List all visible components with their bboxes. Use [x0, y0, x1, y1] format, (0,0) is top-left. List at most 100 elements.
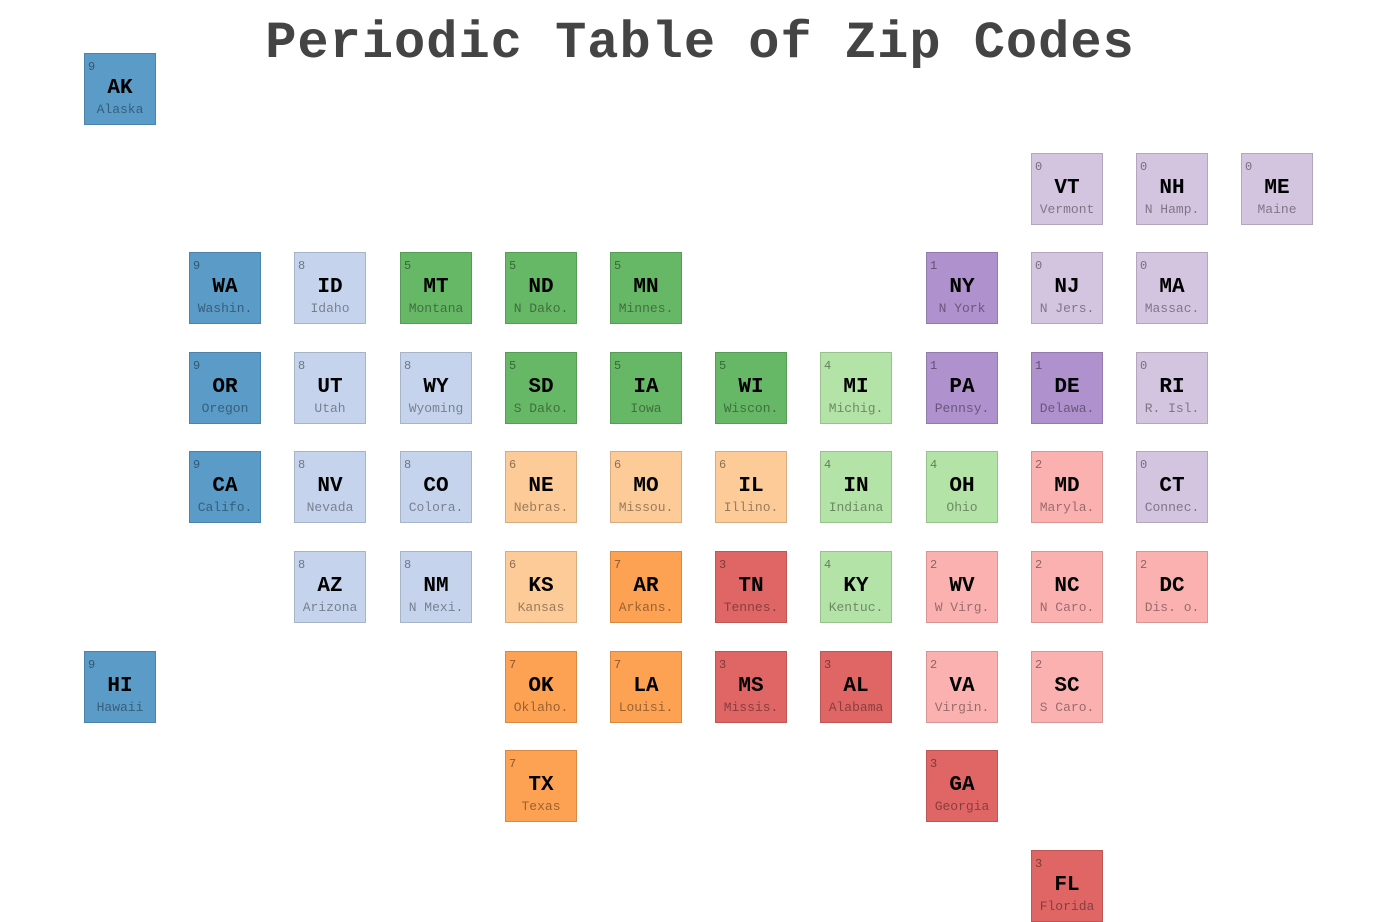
state-tile-vt: 0 VT Vermont: [1031, 153, 1103, 225]
state-name: Illino.: [723, 500, 779, 515]
state-abbreviation: SC: [1054, 675, 1080, 698]
zip-prefix-label: 3: [719, 558, 727, 572]
state-abbreviation: MA: [1159, 276, 1185, 299]
zip-prefix-label: 2: [1035, 558, 1043, 572]
state-tile-de: 1 DE Delawa.: [1031, 352, 1103, 424]
state-name: Virgin.: [934, 700, 990, 715]
state-tile-co: 8 CO Colora.: [400, 451, 472, 523]
state-tile-ia: 5 IA Iowa: [610, 352, 682, 424]
state-abbreviation: OR: [212, 376, 238, 399]
state-name: Ohio: [946, 500, 978, 515]
state-abbreviation: ND: [528, 276, 554, 299]
state-tile-mn: 5 MN Minnes.: [610, 252, 682, 324]
state-tile-ks: 6 KS Kansas: [505, 551, 577, 623]
state-tile-ak: 9 AK Alaska: [84, 53, 156, 125]
state-tile-wy: 8 WY Wyoming: [400, 352, 472, 424]
zip-prefix-label: 3: [1035, 857, 1043, 871]
zip-prefix-label: 2: [1035, 458, 1043, 472]
zip-prefix-label: 9: [88, 658, 96, 672]
state-tile-ne: 6 NE Nebras.: [505, 451, 577, 523]
zip-prefix-label: 6: [719, 458, 727, 472]
state-name: Alabama: [828, 700, 884, 715]
state-name: Massac.: [1144, 301, 1200, 316]
state-abbreviation: WA: [212, 276, 238, 299]
state-tile-oh: 4 OH Ohio: [926, 451, 998, 523]
zip-prefix-label: 7: [509, 757, 517, 771]
state-name: Michig.: [828, 401, 884, 416]
state-name: Missou.: [618, 500, 674, 515]
state-abbreviation: GA: [949, 774, 975, 797]
state-abbreviation: NM: [423, 575, 449, 598]
state-tile-ms: 3 MS Missis.: [715, 651, 787, 723]
state-name: Arizona: [302, 600, 358, 615]
state-abbreviation: NC: [1054, 575, 1080, 598]
state-name: Washin.: [197, 301, 253, 316]
zip-prefix-label: 9: [193, 259, 201, 273]
state-abbreviation: CT: [1159, 475, 1185, 498]
state-abbreviation: VT: [1054, 177, 1080, 200]
state-tile-hi: 9 HI Hawaii: [84, 651, 156, 723]
state-name: N Caro.: [1039, 600, 1095, 615]
zip-prefix-label: 4: [824, 558, 832, 572]
state-abbreviation: MD: [1054, 475, 1080, 498]
state-tile-ok: 7 OK Oklaho.: [505, 651, 577, 723]
state-name: R. Isl.: [1144, 401, 1200, 416]
state-abbreviation: RI: [1159, 376, 1185, 399]
state-abbreviation: MT: [423, 276, 449, 299]
zip-prefix-label: 3: [719, 658, 727, 672]
state-abbreviation: HI: [107, 675, 133, 698]
state-tile-nh: 0 NH N Hamp.: [1136, 153, 1208, 225]
state-abbreviation: MI: [843, 376, 869, 399]
state-tile-mt: 5 MT Montana: [400, 252, 472, 324]
state-abbreviation: ID: [317, 276, 343, 299]
state-name: Wyoming: [408, 401, 464, 416]
state-tile-ca: 9 CA Califo.: [189, 451, 261, 523]
state-tile-sc: 2 SC S Caro.: [1031, 651, 1103, 723]
zip-prefix-label: 1: [1035, 359, 1043, 373]
zip-prefix-label: 0: [1140, 259, 1148, 273]
state-name: Nevada: [306, 500, 354, 515]
zip-prefix-label: 8: [404, 558, 412, 572]
state-abbreviation: AL: [843, 675, 869, 698]
state-abbreviation: TX: [528, 774, 554, 797]
state-tile-id: 8 ID Idaho: [294, 252, 366, 324]
state-name: N Mexi.: [408, 600, 464, 615]
zip-prefix-label: 8: [298, 558, 306, 572]
zip-prefix-label: 4: [930, 458, 938, 472]
zip-prefix-label: 7: [509, 658, 517, 672]
state-name: Dis. o.: [1144, 600, 1200, 615]
state-name: Nebras.: [513, 500, 569, 515]
zip-prefix-label: 0: [1035, 160, 1043, 174]
zip-prefix-label: 5: [614, 359, 622, 373]
state-tile-ga: 3 GA Georgia: [926, 750, 998, 822]
zip-prefix-label: 7: [614, 658, 622, 672]
zip-prefix-label: 2: [1035, 658, 1043, 672]
state-abbreviation: IL: [738, 475, 764, 498]
state-abbreviation: AR: [633, 575, 659, 598]
state-name: Kansas: [517, 600, 565, 615]
state-tile-wv: 2 WV W Virg.: [926, 551, 998, 623]
state-abbreviation: CA: [212, 475, 238, 498]
state-name: Vermont: [1039, 202, 1095, 217]
state-tile-ma: 0 MA Massac.: [1136, 252, 1208, 324]
zip-prefix-label: 6: [509, 558, 517, 572]
zip-prefix-label: 8: [298, 359, 306, 373]
state-tile-ct: 0 CT Connec.: [1136, 451, 1208, 523]
state-name: Delawa.: [1039, 401, 1095, 416]
state-name: Montana: [408, 301, 464, 316]
state-name: Oregon: [201, 401, 249, 416]
state-name: Alaska: [96, 102, 144, 117]
state-tile-ut: 8 UT Utah: [294, 352, 366, 424]
zip-prefix-label: 9: [88, 60, 96, 74]
state-tile-or: 9 OR Oregon: [189, 352, 261, 424]
state-abbreviation: WV: [949, 575, 975, 598]
state-abbreviation: KS: [528, 575, 554, 598]
state-tile-nv: 8 NV Nevada: [294, 451, 366, 523]
state-abbreviation: NE: [528, 475, 554, 498]
state-abbreviation: KY: [843, 575, 869, 598]
zip-prefix-label: 4: [824, 458, 832, 472]
state-name: Florida: [1039, 899, 1095, 914]
state-name: Texas: [521, 799, 561, 814]
state-tile-dc: 2 DC Dis. o.: [1136, 551, 1208, 623]
state-name: Pennsy.: [934, 401, 990, 416]
